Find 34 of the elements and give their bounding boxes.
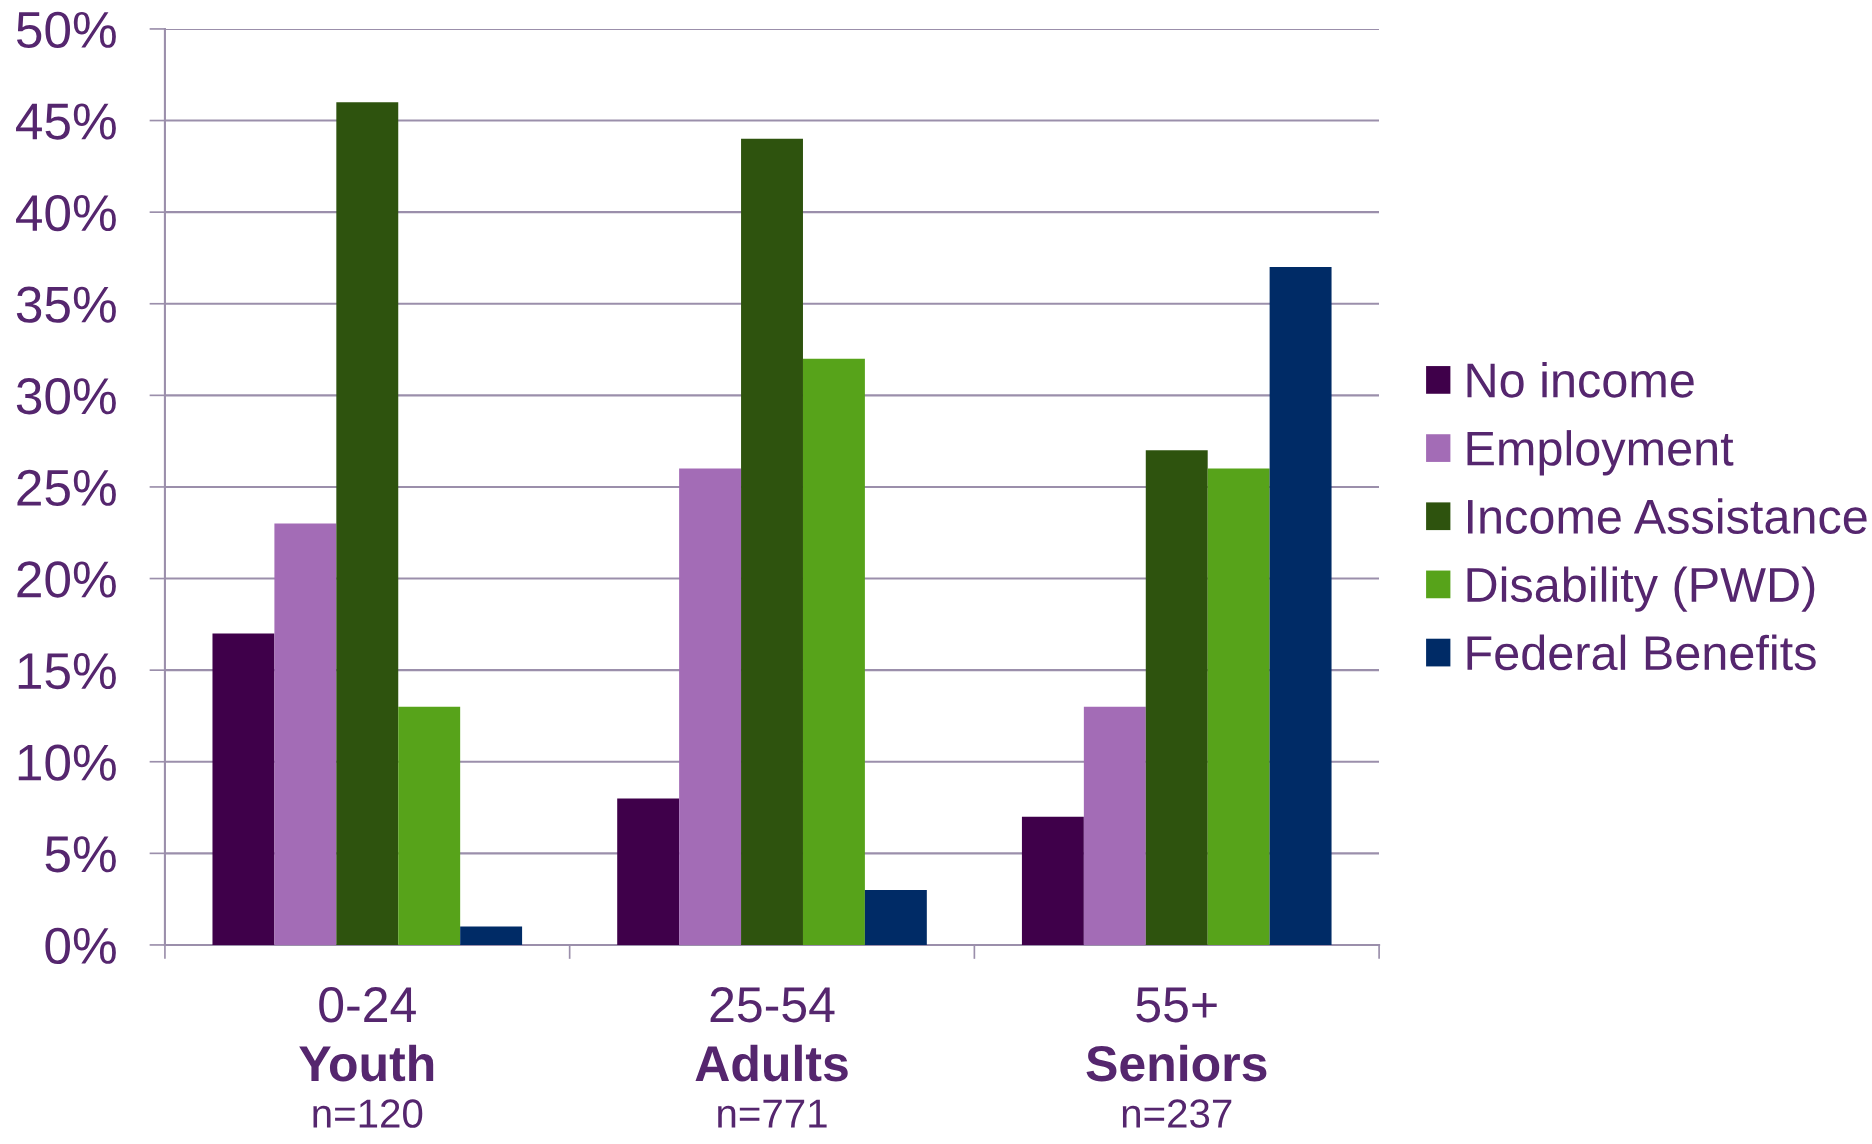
y-tick-label: 5% [45, 836, 116, 873]
y-tick-label: 25% [17, 469, 116, 507]
legend-label: Disability (PWD) [1467, 566, 1815, 612]
bar [864, 889, 927, 945]
bar [617, 798, 680, 945]
y-tick-label: 30% [16, 378, 116, 415]
bar [1207, 468, 1270, 945]
legend-label: No income [1467, 361, 1694, 398]
y-tick-label: 10% [18, 744, 116, 781]
bar [1021, 816, 1084, 945]
bar [741, 138, 803, 945]
y-tick-label: 20% [17, 561, 116, 598]
y-tick-label: 35% [16, 286, 116, 323]
x-tick-label: 55+ Seniors n=237 [1086, 987, 1267, 1128]
x-tick-label: 0-24 Youth n=120 [299, 987, 434, 1128]
bar [1269, 267, 1332, 945]
bar [212, 633, 275, 945]
bar [679, 468, 742, 945]
bar [336, 102, 399, 945]
bar [1083, 706, 1146, 945]
bar [802, 358, 865, 945]
legend-label: Income Assistance [1468, 498, 1867, 534]
bar [1145, 450, 1208, 945]
bar [460, 926, 523, 945]
legend-label: Employment [1467, 430, 1734, 476]
x-tick-label: 25-54 Adults n=771 [695, 987, 848, 1128]
bar [398, 706, 461, 945]
bar [274, 523, 337, 945]
legend-label: Federal Benefits [1467, 634, 1816, 671]
y-tick-label: 45% [16, 103, 116, 140]
y-tick-label: 50% [16, 11, 116, 49]
y-tick-label: 0% [45, 927, 116, 965]
y-tick-label: 15% [18, 653, 116, 690]
y-tick-label: 40% [16, 194, 116, 232]
